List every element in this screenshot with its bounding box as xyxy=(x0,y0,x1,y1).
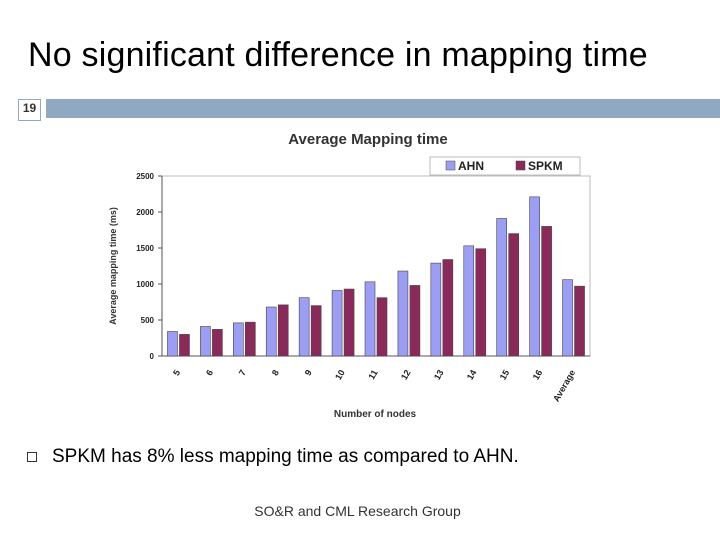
bar-spkm-14 xyxy=(475,248,487,357)
x-tick-label: 14 xyxy=(465,368,479,382)
y-tick-label: 1000 xyxy=(136,280,154,289)
bar-ahn-5 xyxy=(167,331,178,357)
chart-title: Average Mapping time xyxy=(288,131,447,148)
footer: SO&R and CML Research Group xyxy=(0,503,720,519)
bar-spkm-9 xyxy=(310,305,322,357)
bar-ahn-average xyxy=(562,279,573,357)
bar-ahn-16 xyxy=(529,196,540,357)
legend-swatch-spkm xyxy=(515,160,526,171)
x-tick-label: Average xyxy=(551,368,577,403)
x-tick-label: 7 xyxy=(237,368,248,377)
legend-label-ahn: AHN xyxy=(458,159,484,173)
y-tick-label: 1500 xyxy=(136,244,154,253)
bar-spkm-6 xyxy=(212,329,223,357)
bullet-icon xyxy=(27,452,37,462)
bar-spkm-average xyxy=(574,285,585,357)
bar-ahn-11 xyxy=(364,281,376,357)
bar-ahn-15 xyxy=(496,218,507,357)
bar-spkm-7 xyxy=(245,321,256,357)
slide-number: 19 xyxy=(22,101,37,115)
legend-swatch-ahn xyxy=(445,160,456,171)
legend-label-spkm: SPKM xyxy=(528,159,563,173)
x-tick-label: 15 xyxy=(498,368,512,382)
y-tick-label: 0 xyxy=(150,352,155,361)
bar-spkm-5 xyxy=(179,334,190,357)
bar-ahn-14 xyxy=(463,245,475,357)
bar-spkm-11 xyxy=(376,297,388,357)
slide-title: No significant difference in mapping tim… xyxy=(28,36,648,74)
y-tick-label: 2500 xyxy=(136,172,154,181)
y-axis-label: Average mapping time (ms) xyxy=(108,207,118,325)
bar-ahn-8 xyxy=(265,306,277,357)
chart: Average Mapping time 0 500 1000 1500 2000 2500… xyxy=(108,131,591,420)
x-axis-label: Number of nodes xyxy=(334,409,417,420)
x-tick-label: 11 xyxy=(366,368,379,381)
y-tick-label: 2000 xyxy=(136,208,154,217)
bar-ahn-10 xyxy=(331,290,343,357)
bar-ahn-13 xyxy=(430,262,442,357)
bar-ahn-12 xyxy=(397,270,409,357)
bar-spkm-15 xyxy=(508,233,519,357)
x-tick-label: 6 xyxy=(204,368,215,377)
x-tick-label: 16 xyxy=(531,368,545,382)
bar-spkm-10 xyxy=(343,288,355,357)
bar-ahn-7 xyxy=(233,322,244,357)
slide-number-box xyxy=(18,99,41,121)
bar-ahn-9 xyxy=(298,297,310,357)
bar-spkm-16 xyxy=(541,226,552,357)
x-tick-label: 13 xyxy=(432,368,446,382)
x-tick-label: 10 xyxy=(333,368,347,382)
bar-spkm-8 xyxy=(277,304,289,357)
x-tick-label: 8 xyxy=(270,368,281,377)
legend-box xyxy=(429,156,581,176)
header-bar xyxy=(46,99,720,118)
x-tick-label: 12 xyxy=(399,368,413,382)
bar-spkm-13 xyxy=(442,259,454,357)
x-tick-label: 9 xyxy=(303,368,314,377)
bar-ahn-6 xyxy=(200,326,211,357)
x-tick-label: 5 xyxy=(171,368,182,377)
plot-border xyxy=(161,175,591,357)
bullet-text: SPKM has 8% less mapping time as compare… xyxy=(52,446,519,467)
footer-text: SO&R and CML Research Group xyxy=(254,503,461,519)
bar-chart: Average Mapping time 0 500 1000 1500 2000 2500… xyxy=(108,131,591,420)
bar-spkm-12 xyxy=(409,285,421,357)
y-tick-label: 500 xyxy=(141,316,155,325)
